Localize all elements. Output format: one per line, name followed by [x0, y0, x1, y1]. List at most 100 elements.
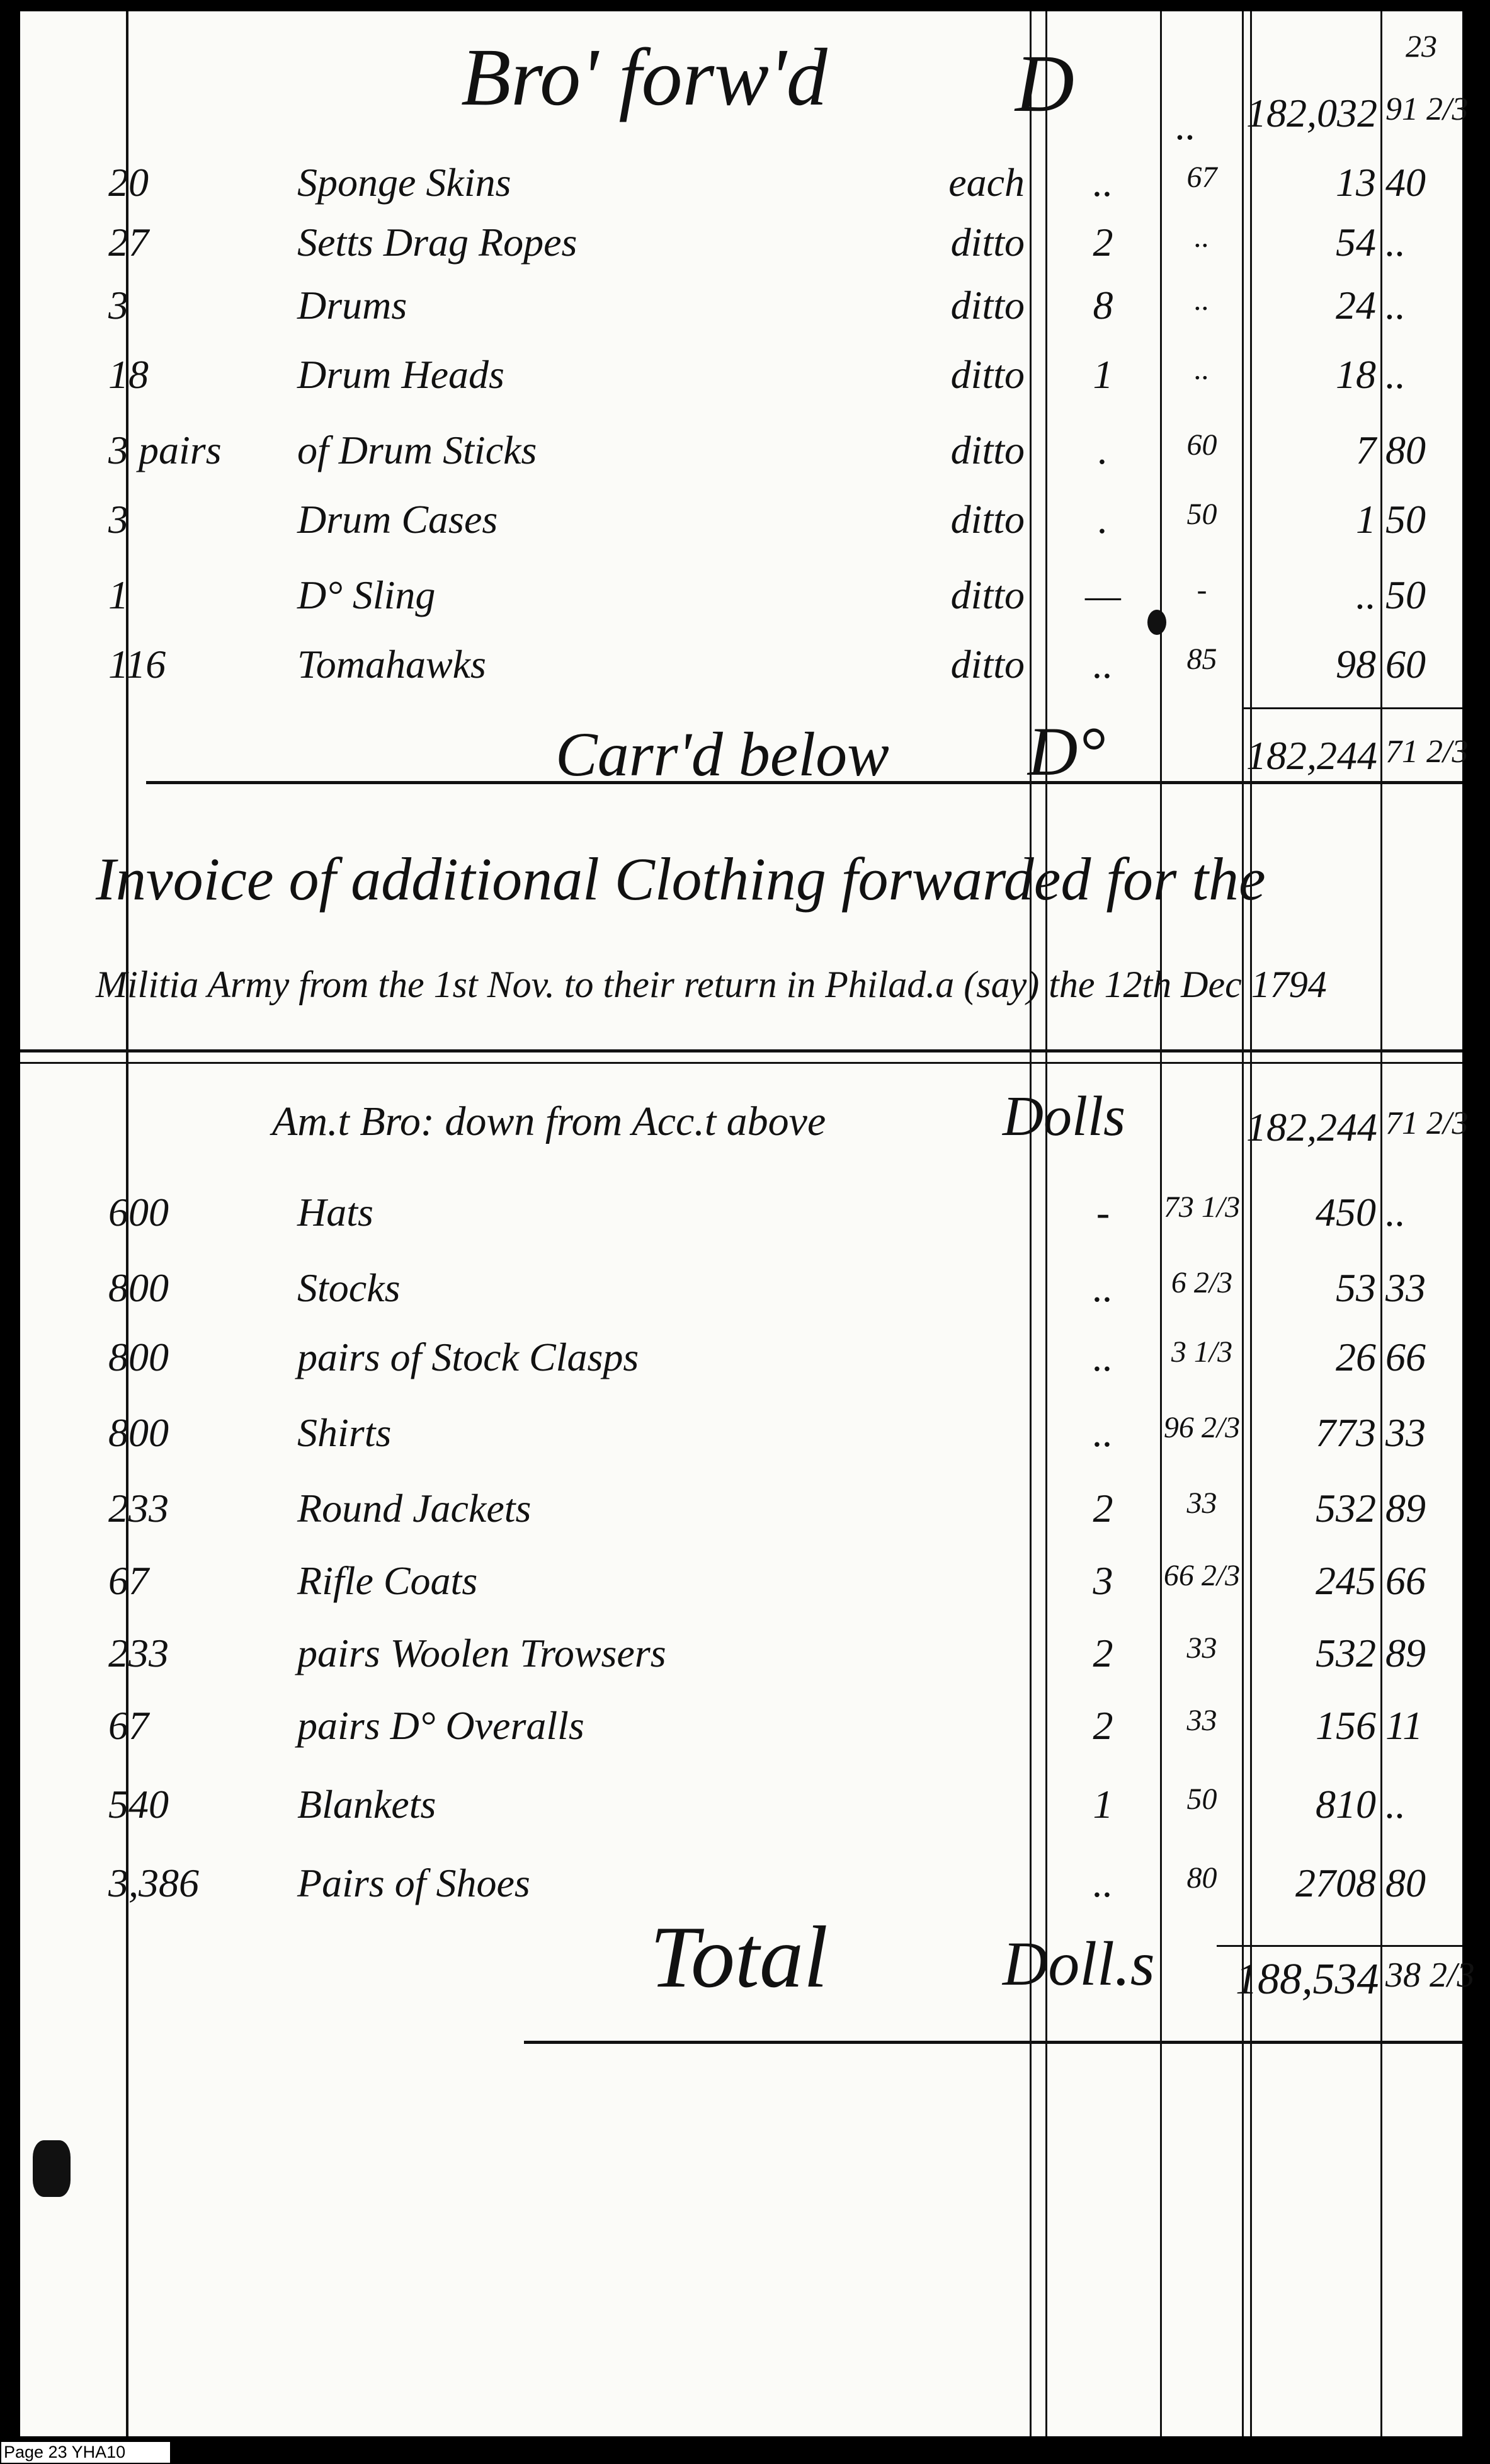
- row-quantity: 3 pairs: [108, 428, 222, 472]
- carried-currency: D°: [1028, 713, 1106, 790]
- row-unit-price-dollars: ..: [1093, 160, 1113, 205]
- row-total-dollars: 98: [1336, 642, 1376, 687]
- row-unit-price-dollars: .: [1098, 497, 1108, 542]
- row-total-cents: 40: [1385, 160, 1426, 205]
- row-item: Pairs of Shoes: [297, 1861, 530, 1905]
- row-unit-price-dollars: ..: [1093, 1861, 1113, 1905]
- sum-rule: [1217, 1945, 1462, 1947]
- row-unit-price-cents: 96 2/3: [1163, 1411, 1241, 1444]
- column-rule: [1030, 11, 1032, 2436]
- column-rule: [1380, 11, 1382, 2436]
- row-unit: ditto: [950, 642, 1025, 687]
- ditto-mark: ..: [1176, 103, 1196, 148]
- row-total-dollars: 773: [1316, 1410, 1376, 1455]
- row-total-dollars: 532: [1316, 1486, 1376, 1531]
- row-total-cents: 89: [1385, 1631, 1426, 1675]
- row-total-cents: 50: [1385, 573, 1426, 617]
- row-total-cents: 80: [1385, 1861, 1426, 1905]
- ledger-page: 23 Bro' forw'd D .. 182,032 91 2/3 20 Spo…: [20, 11, 1475, 2436]
- row-total-dollars: ..: [1356, 573, 1376, 617]
- row-unit-price-cents: ..: [1194, 220, 1210, 254]
- row-total-dollars: 26: [1336, 1335, 1376, 1379]
- row-item: D° Sling: [297, 573, 436, 617]
- row-unit-price-cents: 33: [1186, 1631, 1217, 1665]
- brought-down-cents: 71 2/3: [1385, 1105, 1469, 1141]
- row-total-cents: ..: [1385, 352, 1406, 397]
- total-dollars: 188,534: [1236, 1955, 1379, 2004]
- row-unit-price-cents: 80: [1186, 1861, 1217, 1895]
- row-unit-price-cents: 3 1/3: [1171, 1335, 1233, 1369]
- row-total-cents: ..: [1385, 1782, 1406, 1827]
- total-currency: Doll.s: [1003, 1929, 1155, 1999]
- row-unit-price-dollars: ..: [1093, 642, 1113, 687]
- row-unit-price-dollars: ..: [1093, 1265, 1113, 1310]
- row-unit-price-cents: 33: [1186, 1704, 1217, 1737]
- row-total-cents: ..: [1385, 1190, 1406, 1235]
- row-total-cents: 60: [1385, 642, 1426, 687]
- row-quantity: 800: [108, 1335, 169, 1379]
- row-total-cents: ..: [1385, 220, 1406, 265]
- row-unit: ditto: [950, 220, 1025, 265]
- carried-label: Carr'd below: [555, 719, 889, 789]
- column-rule: [1160, 11, 1162, 2436]
- row-total-cents: 33: [1385, 1410, 1426, 1455]
- row-unit-price-cents: ..: [1194, 283, 1210, 317]
- invoice-title-line1: Invoice of additional Clothing forwarded…: [96, 845, 1266, 913]
- total-cents: 38 2/3: [1385, 1956, 1475, 1995]
- row-quantity: 116: [108, 642, 166, 687]
- row-unit-price-cents: 85: [1186, 642, 1217, 676]
- row-total-dollars: 156: [1316, 1703, 1376, 1748]
- row-item: Round Jackets: [297, 1486, 532, 1531]
- row-total-dollars: 245: [1316, 1558, 1376, 1603]
- row-unit-price-cents: -: [1197, 573, 1207, 607]
- row-total-dollars: 18: [1336, 352, 1376, 397]
- row-quantity: 233: [108, 1486, 169, 1531]
- row-item: Blankets: [297, 1782, 436, 1827]
- row-total-cents: 33: [1385, 1265, 1426, 1310]
- row-unit-price-dollars: 2: [1093, 1703, 1113, 1748]
- row-unit-price-cents: 66 2/3: [1163, 1559, 1241, 1592]
- brought-forward-cents: 91 2/3: [1385, 91, 1469, 127]
- row-total-dollars: 1: [1356, 497, 1376, 542]
- row-item: Hats: [297, 1190, 373, 1235]
- row-unit-price-cents: 33: [1186, 1486, 1217, 1520]
- column-rule: [1242, 11, 1244, 2436]
- row-unit-price-dollars: ..: [1093, 1335, 1113, 1379]
- brought-down-currency: Dolls: [1003, 1085, 1126, 1148]
- row-quantity: 67: [108, 1558, 149, 1603]
- brought-down-label: Am.t Bro: down from Acc.t above: [272, 1098, 826, 1144]
- row-total-dollars: 53: [1336, 1265, 1376, 1310]
- row-quantity: 800: [108, 1410, 169, 1455]
- row-total-cents: ..: [1385, 283, 1406, 328]
- row-total-cents: 66: [1385, 1335, 1426, 1379]
- row-item: Shirts: [297, 1410, 392, 1455]
- row-item: Rifle Coats: [297, 1558, 478, 1603]
- row-item: pairs Woolen Trowsers: [297, 1631, 666, 1675]
- carried-rule: [146, 781, 1462, 784]
- row-item: Sponge Skins: [297, 160, 511, 205]
- row-total-dollars: 13: [1336, 160, 1376, 205]
- row-unit-price-dollars: ..: [1093, 1410, 1113, 1455]
- row-quantity: 3: [108, 497, 128, 542]
- row-unit-price-cents: 50: [1186, 498, 1217, 531]
- row-quantity: 3,386: [108, 1861, 199, 1905]
- row-unit-price-cents: 73 1/3: [1163, 1190, 1241, 1224]
- row-unit-price-dollars: -: [1096, 1190, 1110, 1235]
- total-label: Total: [650, 1908, 828, 2006]
- row-item: of Drum Sticks: [297, 428, 537, 472]
- row-total-dollars: 24: [1336, 283, 1376, 328]
- brought-forward-dollars: 182,032: [1246, 91, 1377, 135]
- row-unit: ditto: [950, 283, 1025, 328]
- section-rule: [20, 1062, 1462, 1064]
- row-unit-price-cents: ..: [1194, 353, 1210, 386]
- row-unit-price-dollars: 2: [1093, 220, 1113, 265]
- margin-line: [126, 11, 128, 2436]
- row-unit-price-dollars: .: [1098, 428, 1108, 472]
- row-unit: each: [948, 160, 1025, 205]
- row-item: Tomahawks: [297, 642, 486, 687]
- row-item: Drum Cases: [297, 497, 498, 542]
- row-unit: ditto: [950, 352, 1025, 397]
- row-quantity: 600: [108, 1190, 169, 1235]
- row-total-cents: 80: [1385, 428, 1426, 472]
- corner-page-number: 23: [1406, 28, 1437, 64]
